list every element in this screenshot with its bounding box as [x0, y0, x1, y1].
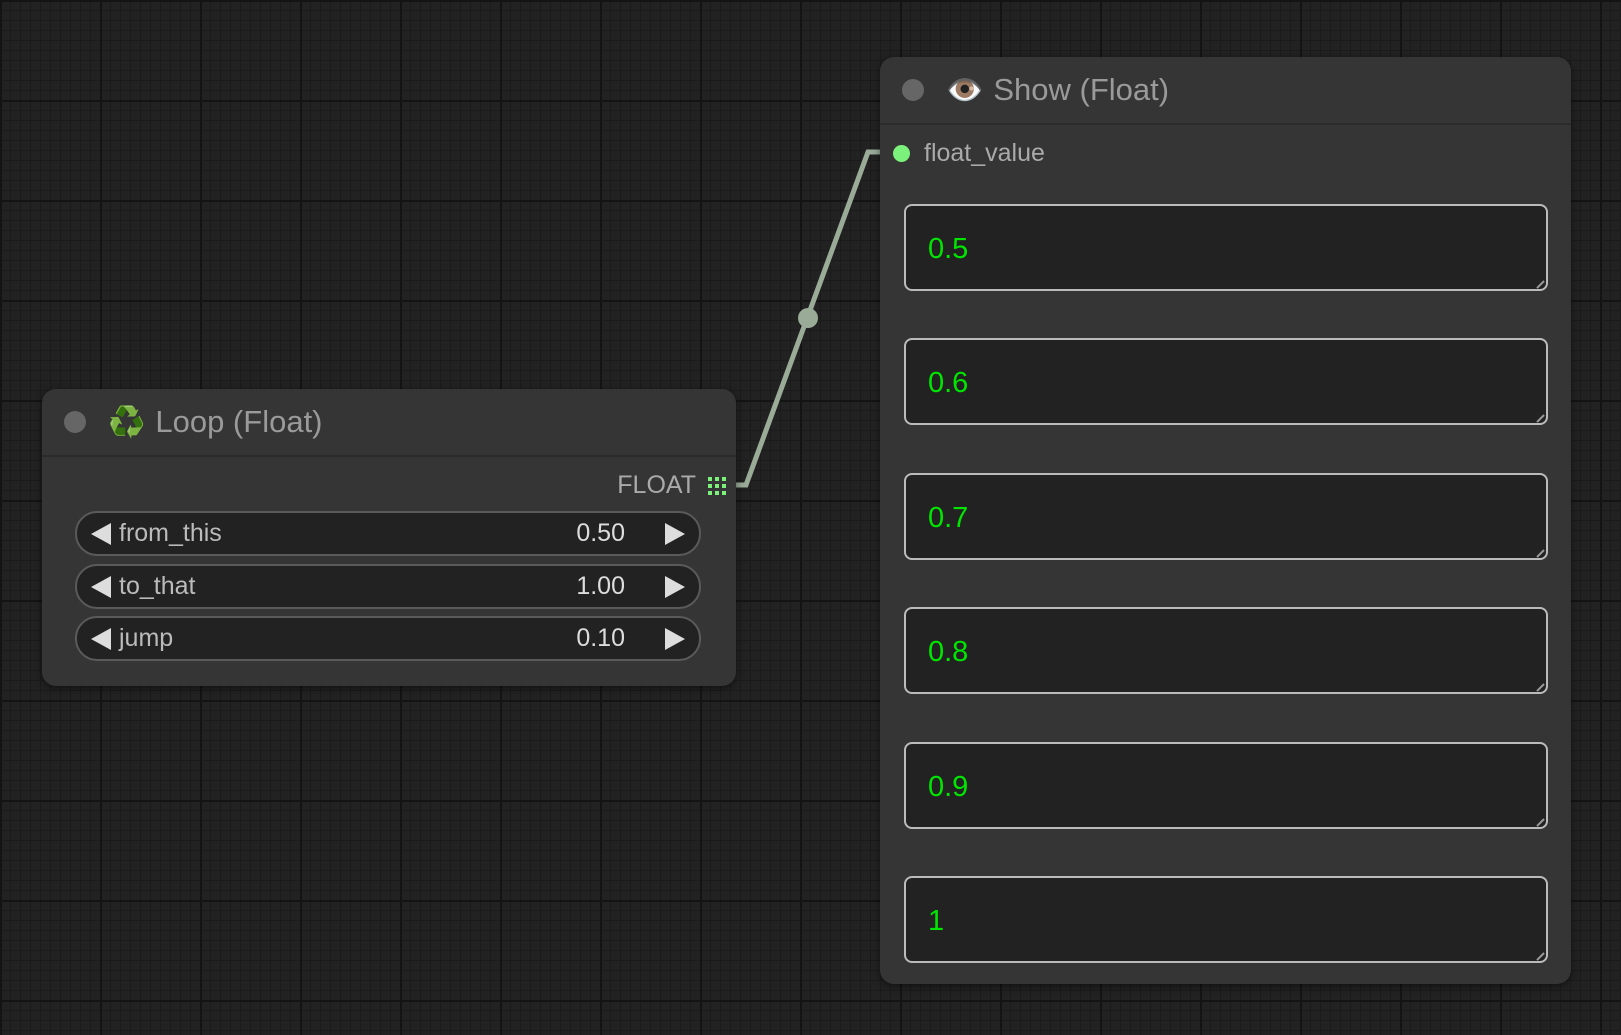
output-label: FLOAT — [617, 471, 696, 499]
node-title-bar[interactable]: 👁️ Show (Float) — [880, 57, 1571, 125]
loop-float-node[interactable]: ♻️ Loop (Float) FLOAT from_this 0.50 to_… — [42, 389, 736, 686]
node-title: Show (Float) — [993, 72, 1170, 107]
decrement-arrow-icon[interactable] — [91, 522, 111, 545]
link-midpoint[interactable] — [798, 308, 818, 328]
increment-arrow-icon[interactable] — [665, 522, 685, 545]
resize-grip-icon[interactable] — [1529, 945, 1545, 961]
node-title-bar[interactable]: ♻️ Loop (Float) — [42, 389, 736, 457]
output-slot-float[interactable]: FLOAT — [617, 471, 726, 500]
grid-icon — [708, 476, 726, 495]
collapse-dot[interactable] — [902, 79, 924, 101]
from-this-widget[interactable]: from_this 0.50 — [75, 511, 701, 556]
resize-grip-icon[interactable] — [1529, 407, 1545, 423]
increment-arrow-icon[interactable] — [665, 627, 685, 650]
value-textarea[interactable]: 0.6 — [904, 338, 1548, 425]
show-float-node[interactable]: 👁️ Show (Float) float_value 0.5 0.6 0.7 … — [880, 57, 1571, 984]
resize-grip-icon[interactable] — [1529, 273, 1545, 289]
collapse-dot[interactable] — [64, 411, 86, 433]
slot-dot — [893, 145, 910, 162]
resize-grip-icon[interactable] — [1529, 676, 1545, 692]
value-textarea[interactable]: 0.9 — [904, 742, 1548, 829]
eye-icon: 👁️ — [946, 73, 984, 107]
input-slot-float-value[interactable]: float_value — [893, 139, 1045, 168]
decrement-arrow-icon[interactable] — [91, 627, 111, 650]
recycle-icon: ♻️ — [108, 405, 146, 439]
value-textarea[interactable]: 0.5 — [904, 204, 1548, 291]
value-textarea[interactable]: 1 — [904, 876, 1548, 963]
jump-widget[interactable]: jump 0.10 — [75, 616, 701, 661]
resize-grip-icon[interactable] — [1529, 542, 1545, 558]
node-title: Loop (Float) — [155, 404, 323, 439]
to-that-widget[interactable]: to_that 1.00 — [75, 564, 701, 609]
value-textarea[interactable]: 0.7 — [904, 473, 1548, 560]
value-textarea[interactable]: 0.8 — [904, 607, 1548, 694]
decrement-arrow-icon[interactable] — [91, 575, 111, 598]
increment-arrow-icon[interactable] — [665, 575, 685, 598]
resize-grip-icon[interactable] — [1529, 811, 1545, 827]
